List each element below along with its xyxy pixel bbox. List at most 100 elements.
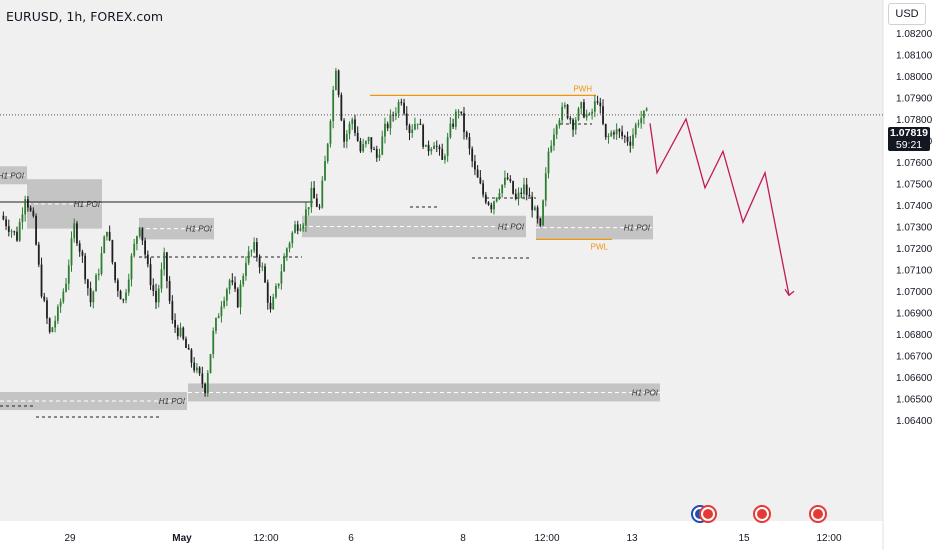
candle-body — [146, 254, 149, 265]
candle-body — [234, 282, 236, 289]
candle-body — [479, 177, 482, 184]
candle-body — [348, 123, 351, 134]
candle-body — [182, 327, 185, 339]
candle-body — [32, 210, 35, 216]
candle-body — [414, 123, 416, 130]
candle-body — [533, 207, 536, 211]
currency-button[interactable]: USD — [888, 3, 926, 25]
candle-body — [272, 297, 275, 310]
candle-body — [607, 135, 610, 138]
candle-body — [324, 161, 326, 181]
candle-body — [2, 215, 5, 220]
candle-body — [225, 289, 228, 301]
candle-body — [204, 383, 206, 394]
candle-body — [318, 206, 321, 208]
candle-body — [596, 101, 599, 103]
candle-body — [547, 151, 550, 174]
candle-body — [299, 228, 302, 231]
candle-body — [514, 193, 517, 199]
candle-body — [397, 102, 400, 114]
candle-body — [593, 101, 596, 112]
y-tick-label: 1.08000 — [896, 72, 932, 83]
candle-body — [384, 123, 386, 137]
y-tick-label: 1.07000 — [896, 287, 932, 298]
candle-body — [266, 282, 269, 303]
candle-body — [21, 214, 24, 223]
candle-body — [288, 243, 291, 249]
candle-body — [474, 161, 476, 170]
candle-body — [629, 141, 632, 146]
poi-zone — [188, 383, 660, 402]
candle-body — [634, 124, 637, 135]
candle-body — [285, 248, 288, 258]
candle-body — [307, 207, 310, 210]
candle-body — [495, 197, 498, 202]
candle-body — [92, 291, 95, 303]
candle-body — [155, 291, 157, 303]
candle-body — [583, 102, 585, 118]
candle-body — [46, 300, 48, 319]
candle-body — [335, 70, 337, 90]
candle-body — [378, 154, 381, 158]
candle-body — [503, 177, 506, 185]
candle-body — [7, 226, 10, 232]
candle-body — [326, 143, 329, 162]
flag-us-icon-fill — [757, 509, 767, 519]
candle-body — [523, 184, 525, 194]
candle-body — [381, 136, 384, 155]
candle-body — [215, 318, 217, 331]
poi-label: H1 POI — [159, 397, 186, 406]
candle-body — [468, 137, 471, 149]
candle-body — [643, 110, 645, 118]
candle-body — [144, 240, 147, 255]
candle-body — [332, 89, 335, 122]
candle-body — [555, 125, 558, 135]
candle-body — [493, 201, 495, 210]
candle-body — [70, 238, 73, 266]
candle-body — [73, 223, 76, 239]
candle-body — [305, 209, 307, 226]
candle-body — [572, 119, 574, 130]
candle-body — [212, 330, 215, 355]
candle-body — [531, 196, 534, 211]
candle-body — [501, 184, 504, 194]
level-label: PWH — [573, 84, 592, 93]
candle-body — [449, 123, 452, 138]
candle-body — [610, 132, 613, 136]
candle-body — [160, 269, 163, 289]
candle-body — [157, 288, 160, 303]
candle-body — [506, 177, 509, 180]
x-tick-label: 15 — [738, 533, 750, 544]
chart-title: EURUSD, 1h, FOREX.com — [6, 9, 164, 24]
candle-body — [220, 306, 223, 317]
y-tick-label: 1.07900 — [896, 94, 932, 105]
candle-body — [76, 223, 78, 244]
y-tick-label: 1.06400 — [896, 416, 932, 427]
candle-body — [427, 144, 430, 152]
candle-body — [359, 141, 362, 152]
candle-body — [465, 132, 468, 138]
candle-body — [389, 114, 392, 129]
candle-body — [313, 187, 315, 199]
candle-body — [198, 367, 201, 374]
candle-body — [463, 113, 465, 133]
candle-body — [223, 300, 226, 307]
candle-body — [141, 227, 144, 241]
candle-body — [394, 113, 397, 116]
candle-body — [599, 102, 602, 107]
candle-body — [566, 104, 569, 119]
candle-body — [255, 242, 258, 258]
x-tick-label: May — [172, 533, 192, 544]
candle-body — [152, 285, 155, 292]
countdown-timer: 59:21 — [895, 139, 923, 151]
current-price-tag: 1.07819 59:21 — [888, 127, 930, 151]
candle-body — [106, 231, 108, 237]
candle-body — [613, 132, 615, 135]
candle-body — [558, 120, 561, 126]
candle-body — [343, 120, 345, 142]
candle-body — [520, 192, 523, 194]
candle-body — [528, 194, 531, 197]
candle-body — [441, 149, 444, 160]
